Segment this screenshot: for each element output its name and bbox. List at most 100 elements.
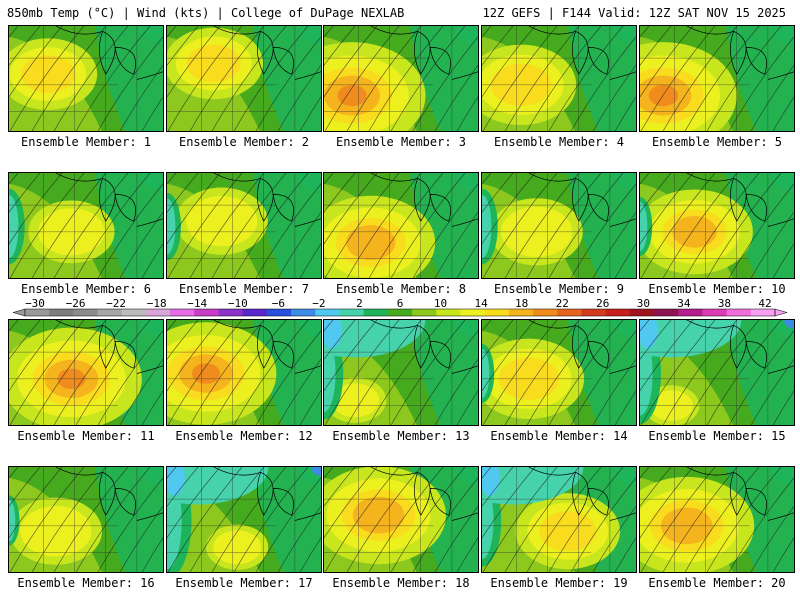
- colorbar-swatch: [557, 309, 582, 316]
- colorbar-tick-label: 14: [474, 297, 488, 310]
- colorbar-tick-label: −18: [147, 297, 167, 310]
- colorbar-swatch: [97, 309, 123, 316]
- member-caption: Ensemble Member: 10: [648, 282, 786, 296]
- colorbar-tick-label: 34: [677, 297, 691, 310]
- colorbar-swatch: [266, 309, 292, 316]
- temperature-map: [167, 320, 321, 425]
- member-caption: Ensemble Member: 6: [20, 282, 152, 296]
- colorbar-swatch: [436, 309, 461, 316]
- member-caption: Ensemble Member: 15: [648, 429, 786, 443]
- colorbar-swatch: [702, 309, 727, 316]
- colorbar-swatch: [291, 309, 316, 316]
- colorbar-left-arrow: [12, 308, 26, 317]
- colorbar-tick-label: 6: [397, 297, 404, 310]
- temperature-map: [9, 173, 163, 278]
- temperature-map: [482, 467, 636, 572]
- temperature-map: [482, 320, 636, 425]
- temperature-map: [167, 173, 321, 278]
- member-caption: Ensemble Member: 7: [178, 282, 310, 296]
- temperature-map: [324, 26, 478, 131]
- colorbar-swatch: [533, 309, 558, 316]
- map-panel-member-3: [323, 25, 479, 132]
- colorbar-swatch: [605, 309, 631, 316]
- temperature-map: [9, 26, 163, 131]
- colorbar-swatch: [508, 309, 534, 316]
- colorbar-swatch: [581, 309, 606, 316]
- temperature-map: [640, 173, 794, 278]
- colorbar-tick-label: −6: [272, 297, 285, 310]
- colorbar-swatch: [194, 309, 219, 316]
- member-caption: Ensemble Member: 16: [17, 576, 155, 590]
- map-panel-member-20: [639, 466, 795, 573]
- temperature-map: [324, 320, 478, 425]
- colorbar-swatch: [315, 309, 340, 316]
- map-panel-member-5: [639, 25, 795, 132]
- colorbar-swatch: [629, 309, 655, 316]
- temperature-map: [482, 173, 636, 278]
- map-panel-member-13: [323, 319, 479, 426]
- colorbar-swatch: [242, 309, 268, 316]
- colorbar-swatch: [678, 309, 703, 316]
- map-panel-member-1: [8, 25, 164, 132]
- colorbar-swatch: [750, 309, 776, 316]
- colorbar-swatch: [460, 309, 485, 316]
- colorbar-tick-label: −30: [25, 297, 45, 310]
- member-caption: Ensemble Member: 3: [335, 135, 467, 149]
- map-panel-member-9: [481, 172, 637, 279]
- member-caption: Ensemble Member: 4: [493, 135, 625, 149]
- map-panel-member-7: [166, 172, 322, 279]
- member-caption: Ensemble Member: 1: [20, 135, 152, 149]
- colorbar-right-arrow: [774, 308, 788, 317]
- colorbar-swatch: [484, 309, 510, 316]
- map-title: 850mb Temp (°C) | Wind (kts) | College o…: [7, 6, 405, 20]
- map-panel-member-4: [481, 25, 637, 132]
- colorbar-swatch: [339, 309, 365, 316]
- temperature-map: [324, 467, 478, 572]
- map-panel-member-12: [166, 319, 322, 426]
- colorbar-tick-label: 22: [556, 297, 569, 310]
- member-caption: Ensemble Member: 19: [490, 576, 628, 590]
- member-caption: Ensemble Member: 5: [651, 135, 783, 149]
- colorbar-tick-label: −2: [312, 297, 325, 310]
- colorbar-swatch: [145, 309, 171, 316]
- member-caption: Ensemble Member: 8: [335, 282, 467, 296]
- colorbar-swatch: [412, 309, 437, 316]
- map-panel-member-10: [639, 172, 795, 279]
- map-panel-member-18: [323, 466, 479, 573]
- temperature-colorbar: −30 −26 −22 −18 −14 −10 −6 −2 2 6 10 14 18 22 26 30 34 38…: [12, 297, 788, 317]
- map-panel-member-2: [166, 25, 322, 132]
- map-panel-member-6: [8, 172, 164, 279]
- temperature-map: [9, 467, 163, 572]
- colorbar-swatch: [654, 309, 679, 316]
- temperature-map: [9, 320, 163, 425]
- colorbar-swatch: [726, 309, 752, 316]
- colorbar-tick-label: 2: [356, 297, 363, 310]
- colorbar-swatch: [170, 309, 195, 316]
- member-caption: Ensemble Member: 2: [178, 135, 310, 149]
- map-panel-member-15: [639, 319, 795, 426]
- member-caption: Ensemble Member: 20: [648, 576, 786, 590]
- temperature-map: [167, 467, 321, 572]
- map-panel-member-16: [8, 466, 164, 573]
- map-panel-member-11: [8, 319, 164, 426]
- colorbar-swatch: [73, 309, 98, 316]
- colorbar-swatch: [121, 309, 147, 316]
- model-run-info: 12Z GEFS | F144 Valid: 12Z SAT NOV 15 20…: [482, 6, 786, 20]
- temperature-map: [482, 26, 636, 131]
- colorbar-tick-label: 42: [758, 297, 771, 310]
- member-caption: Ensemble Member: 9: [493, 282, 625, 296]
- member-caption: Ensemble Member: 13: [332, 429, 470, 443]
- member-caption: Ensemble Member: 14: [490, 429, 628, 443]
- colorbar-tick-label: 10: [434, 297, 447, 310]
- temperature-map: [167, 26, 321, 131]
- map-panel-member-19: [481, 466, 637, 573]
- member-caption: Ensemble Member: 11: [17, 429, 155, 443]
- colorbar-tick-label: 18: [515, 297, 528, 310]
- colorbar-swatch: [49, 309, 74, 316]
- colorbar-swatch: [363, 309, 389, 316]
- colorbar-swatch: [387, 309, 413, 316]
- map-panel-member-8: [323, 172, 479, 279]
- member-caption: Ensemble Member: 18: [332, 576, 470, 590]
- colorbar-tick-label: −10: [228, 297, 248, 310]
- temperature-map: [640, 467, 794, 572]
